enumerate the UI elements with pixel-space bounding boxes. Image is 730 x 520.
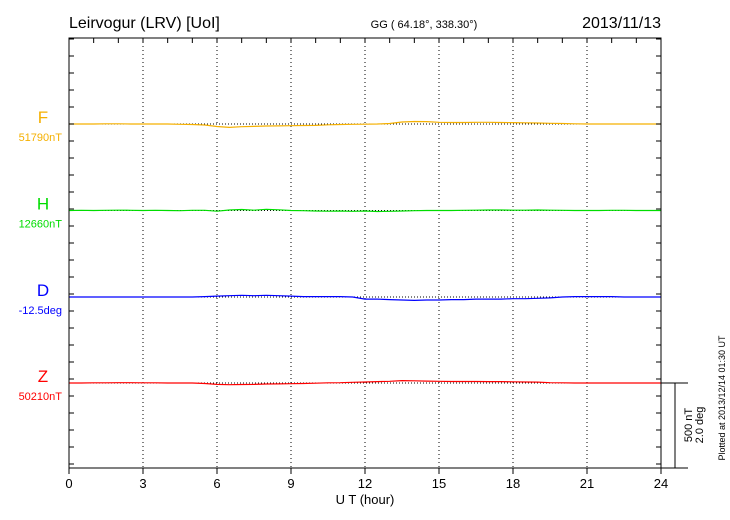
grid [69, 38, 661, 468]
baseline-value-z: 50210nT [19, 391, 63, 403]
baseline-value-d: -12.5deg [19, 305, 62, 317]
scale-nt-label: 500 nT [683, 408, 695, 443]
x-tick-label: 15 [432, 476, 446, 491]
x-tick-label: 9 [287, 476, 294, 491]
x-tick-label: 12 [358, 476, 372, 491]
geographic-coords: GG ( 64.18°, 338.30°) [371, 19, 478, 31]
x-axis-label: U T (hour) [336, 492, 395, 507]
plot-date: 2013/11/13 [582, 15, 661, 32]
baseline-value-h: 12660nT [19, 219, 63, 231]
baseline-value-f: 51790nT [19, 132, 63, 144]
series-labels: F 51790nT H 12660nT D -12.5deg Z 50210nT [19, 108, 63, 403]
trace-z [69, 379, 661, 386]
trace-f [69, 120, 661, 129]
plotted-at-note: Plotted at 2013/12/14 01:30 UT [717, 335, 727, 461]
series-name-d: D [37, 281, 49, 300]
x-tick-label: 0 [65, 476, 72, 491]
x-tick-label: 21 [580, 476, 594, 491]
x-tick-label: 3 [139, 476, 146, 491]
x-tick-label: 24 [654, 476, 668, 491]
series-name-z: Z [38, 367, 48, 386]
traces [68, 120, 661, 386]
x-tick-label: 6 [213, 476, 220, 491]
station-title: Leirvogur (LRV) [UoI] [69, 15, 220, 32]
axis-ticks [68, 38, 662, 474]
trace-h [68, 208, 661, 213]
x-tick-labels: 0 3 6 9 12 15 18 21 24 [65, 476, 668, 491]
x-tick-label: 18 [506, 476, 520, 491]
trace-d [69, 294, 661, 302]
series-name-h: H [37, 195, 49, 214]
scale-bar: 500 nT 2.0 deg [661, 382, 706, 469]
series-name-f: F [38, 108, 48, 127]
scale-deg-label: 2.0 deg [694, 407, 706, 444]
